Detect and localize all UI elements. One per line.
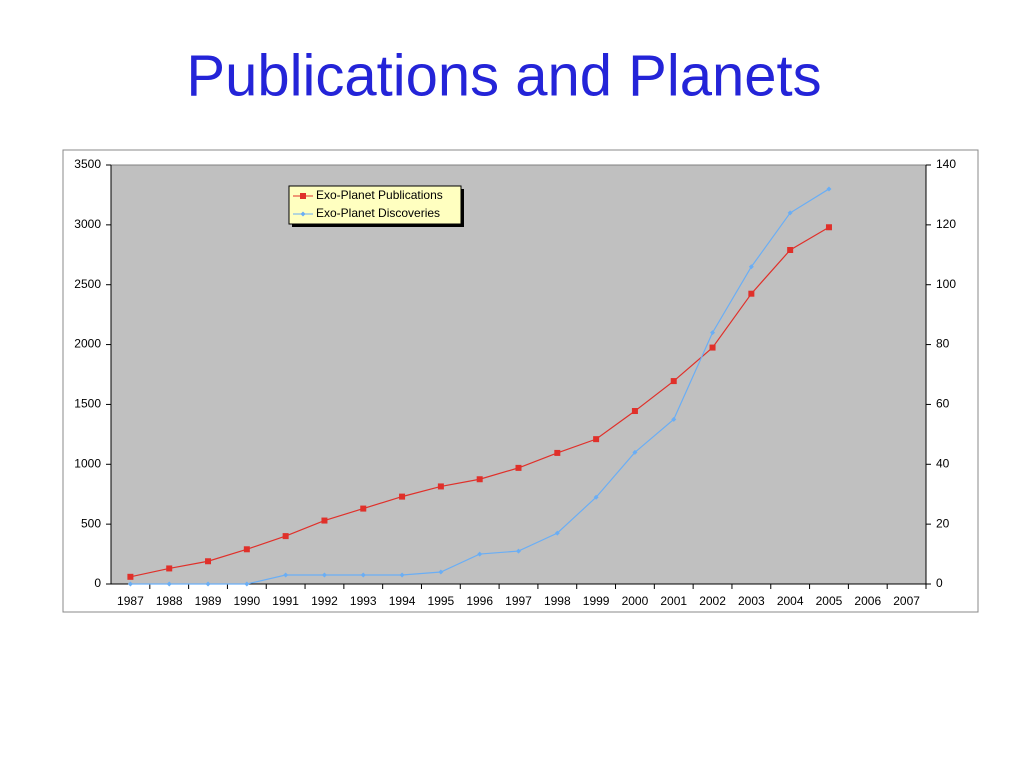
y-tick-label: 500 <box>81 516 101 530</box>
plot-area <box>110 164 927 585</box>
marker <box>593 494 599 500</box>
x-tick-label: 1993 <box>350 594 377 608</box>
x-tick-label: 1992 <box>311 594 338 608</box>
y-tick-label: 2500 <box>74 277 101 291</box>
marker <box>516 548 521 554</box>
x-tick-label: 2001 <box>660 594 687 608</box>
marker <box>244 581 250 587</box>
y-tick-label: 0 <box>94 576 101 590</box>
x-tick-label: 2000 <box>622 594 649 608</box>
marker <box>748 290 755 297</box>
marker <box>399 572 405 578</box>
y2-tick-label: 40 <box>936 456 950 470</box>
marker <box>321 517 328 524</box>
marker <box>748 264 754 270</box>
marker <box>360 572 366 578</box>
marker <box>632 449 638 455</box>
marker <box>399 493 406 500</box>
y-tick-label: 1500 <box>74 397 101 411</box>
x-tick-label: 1987 <box>117 594 144 608</box>
marker <box>671 416 677 422</box>
x-tick-label: 2003 <box>738 594 765 608</box>
x-tick-label: 2007 <box>893 594 920 608</box>
marker <box>127 573 134 580</box>
marker <box>787 246 794 253</box>
marker <box>631 408 638 415</box>
x-tick-label: 2004 <box>777 594 804 608</box>
marker <box>166 565 173 572</box>
x-tick-label: 1989 <box>195 594 222 608</box>
legend <box>288 185 462 225</box>
marker <box>709 344 716 351</box>
marker <box>360 505 367 512</box>
x-tick-label: 1995 <box>428 594 455 608</box>
marker <box>205 558 212 565</box>
y2-tick-label: 0 <box>936 576 943 590</box>
marker <box>166 581 172 587</box>
x-tick-label: 2002 <box>699 594 726 608</box>
x-tick-label: 1998 <box>544 594 571 608</box>
x-tick-label: 1997 <box>505 594 532 608</box>
marker <box>437 483 444 490</box>
marker <box>282 533 289 540</box>
marker <box>321 572 327 578</box>
x-tick-label: 1994 <box>389 594 416 608</box>
y2-tick-label: 100 <box>936 277 956 291</box>
x-tick-label: 2006 <box>854 594 881 608</box>
y2-tick-label: 120 <box>936 217 956 231</box>
legend-label: Exo-Planet Discoveries <box>316 206 440 220</box>
legend-label: Exo-Planet Publications <box>316 188 443 202</box>
marker <box>554 449 561 456</box>
y-tick-label: 3000 <box>74 217 101 231</box>
y2-tick-label: 60 <box>936 397 950 411</box>
x-tick-label: 1991 <box>272 594 299 608</box>
marker <box>283 572 289 578</box>
legend-marker <box>300 193 306 199</box>
marker <box>787 210 793 216</box>
marker <box>825 224 832 231</box>
marker <box>476 476 483 483</box>
x-tick-label: 1999 <box>583 594 610 608</box>
legend-marker <box>300 211 306 217</box>
y2-tick-label: 80 <box>936 337 950 351</box>
marker <box>554 530 560 536</box>
x-tick-label: 1990 <box>233 594 260 608</box>
y-tick-label: 3500 <box>74 157 101 171</box>
marker <box>243 546 250 553</box>
marker <box>515 464 522 471</box>
y-tick-label: 2000 <box>74 337 101 351</box>
x-tick-label: 1988 <box>156 594 183 608</box>
marker <box>826 186 832 192</box>
slide-title: Publications and Planets <box>186 43 821 108</box>
x-tick-label: 2005 <box>816 594 843 608</box>
x-tick-label: 1996 <box>466 594 493 608</box>
marker <box>593 436 600 443</box>
marker <box>710 330 716 336</box>
marker <box>205 581 211 587</box>
y-tick-label: 1000 <box>74 456 101 470</box>
y2-tick-label: 20 <box>936 516 950 530</box>
marker <box>477 551 483 557</box>
marker <box>670 378 677 385</box>
y2-tick-label: 140 <box>936 157 956 171</box>
marker <box>438 569 444 575</box>
marker <box>127 581 133 587</box>
